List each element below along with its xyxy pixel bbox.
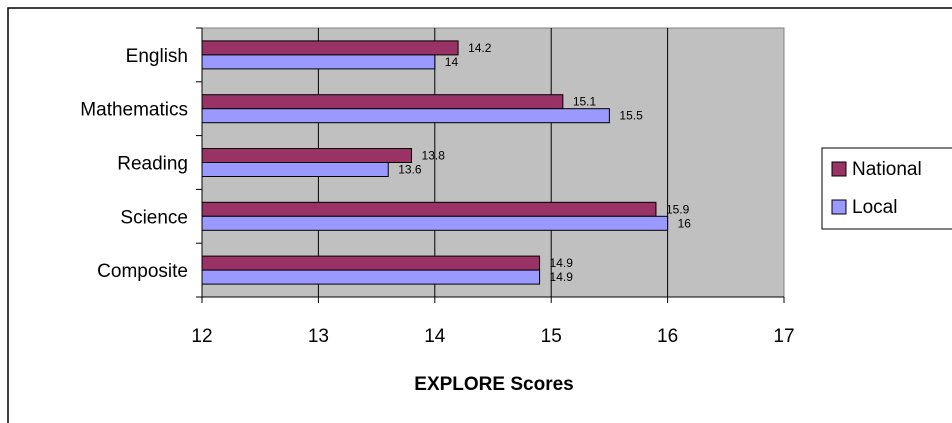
x-tick-label: 15 bbox=[541, 326, 562, 347]
legend-label: National bbox=[852, 159, 922, 180]
x-axis-title: EXPLORE Scores bbox=[414, 374, 573, 395]
category-label: Composite bbox=[97, 261, 188, 282]
bar-national bbox=[201, 40, 459, 56]
data-label: 14.9 bbox=[550, 256, 574, 270]
bar-local bbox=[201, 269, 541, 285]
bar-local bbox=[201, 54, 436, 70]
data-label: 15.9 bbox=[666, 202, 690, 216]
data-labels: 14.2 14 15.1 15.5 13.813.6 15.916 14.914.9 bbox=[398, 41, 691, 284]
bar-local bbox=[201, 215, 669, 231]
category-label: English bbox=[126, 46, 188, 67]
data-label: 14.9 bbox=[550, 270, 574, 284]
x-tick-label: 17 bbox=[773, 326, 794, 347]
bar-national bbox=[201, 255, 541, 271]
x-tick-label: 16 bbox=[657, 326, 678, 347]
legend-label: Local bbox=[852, 197, 897, 218]
data-label: 15.5 bbox=[619, 109, 643, 123]
legend-swatch bbox=[831, 161, 847, 177]
data-label: 16 bbox=[678, 216, 692, 230]
bar-national bbox=[201, 94, 564, 110]
data-label: 14 bbox=[445, 55, 459, 69]
x-tick-label: 14 bbox=[424, 326, 446, 347]
data-label: 15.1 bbox=[573, 95, 597, 109]
bar-national bbox=[201, 201, 657, 217]
data-label: 14.2 bbox=[468, 41, 492, 55]
legend-items: National Local bbox=[831, 159, 922, 218]
bar-local bbox=[201, 162, 389, 177]
category-label: Reading bbox=[117, 154, 188, 175]
legend-swatch bbox=[831, 199, 847, 215]
legend: National Local bbox=[821, 147, 952, 230]
bar-local bbox=[201, 108, 610, 124]
category-label: Science bbox=[120, 207, 188, 228]
category-label: Mathematics bbox=[80, 100, 188, 121]
data-label: 13.6 bbox=[398, 163, 422, 177]
data-label: 13.8 bbox=[422, 149, 446, 163]
bar-national bbox=[201, 148, 413, 163]
axes: 12 13 14 15 16 17 English Mathematics Reading Sci… bbox=[80, 27, 795, 347]
x-tick-label: 13 bbox=[308, 326, 329, 347]
x-tick-label: 12 bbox=[191, 326, 212, 347]
